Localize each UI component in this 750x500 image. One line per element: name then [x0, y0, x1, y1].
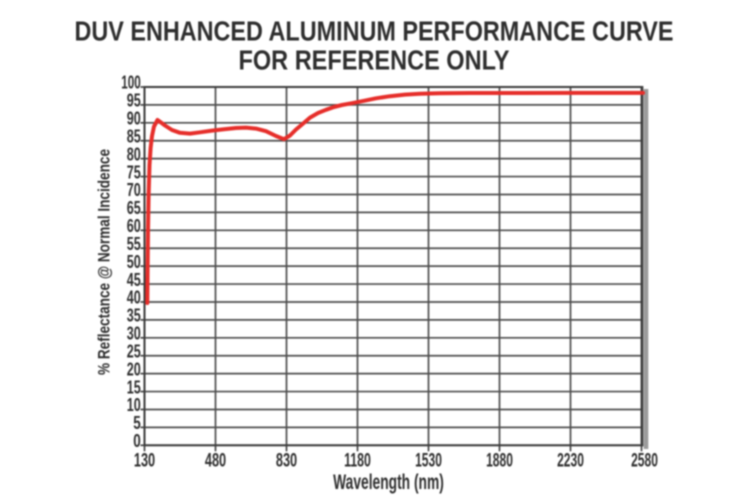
svg-text:75: 75: [127, 161, 141, 182]
svg-text:65: 65: [127, 197, 141, 218]
svg-text:35: 35: [127, 305, 141, 326]
svg-text:95: 95: [127, 90, 141, 111]
svg-text:830: 830: [276, 451, 297, 472]
svg-text:2230: 2230: [557, 451, 584, 472]
svg-text:480: 480: [205, 451, 226, 472]
svg-text:55: 55: [127, 233, 141, 254]
svg-text:1880: 1880: [486, 451, 513, 472]
svg-text:25: 25: [127, 340, 141, 361]
svg-text:% Reflectance @ Normal Inciden: % Reflectance @ Normal Incidence: [95, 149, 114, 375]
svg-text:50: 50: [127, 251, 141, 272]
svg-text:60: 60: [127, 215, 141, 236]
svg-text:100: 100: [121, 72, 141, 93]
svg-text:Wavelength (nm): Wavelength (nm): [333, 471, 444, 494]
svg-text:45: 45: [127, 269, 141, 290]
svg-text:85: 85: [127, 125, 141, 146]
svg-text:15: 15: [127, 376, 141, 397]
svg-text:40: 40: [127, 287, 141, 308]
svg-text:10: 10: [127, 394, 141, 415]
svg-text:1530: 1530: [415, 451, 442, 472]
svg-text:80: 80: [127, 143, 141, 164]
svg-text:0: 0: [133, 430, 141, 451]
svg-text:20: 20: [127, 358, 141, 379]
svg-text:70: 70: [127, 179, 141, 200]
svg-text:DUV ENHANCED ALUMINUM PERFORMA: DUV ENHANCED ALUMINUM PERFORMANCE CURVE: [75, 16, 674, 47]
svg-text:90: 90: [127, 108, 141, 129]
svg-text:FOR REFERENCE ONLY: FOR REFERENCE ONLY: [239, 45, 510, 76]
svg-text:30: 30: [127, 323, 141, 344]
svg-text:2580: 2580: [631, 451, 658, 472]
svg-text:130: 130: [134, 451, 155, 472]
svg-text:5: 5: [133, 412, 141, 433]
svg-text:1180: 1180: [344, 451, 371, 472]
